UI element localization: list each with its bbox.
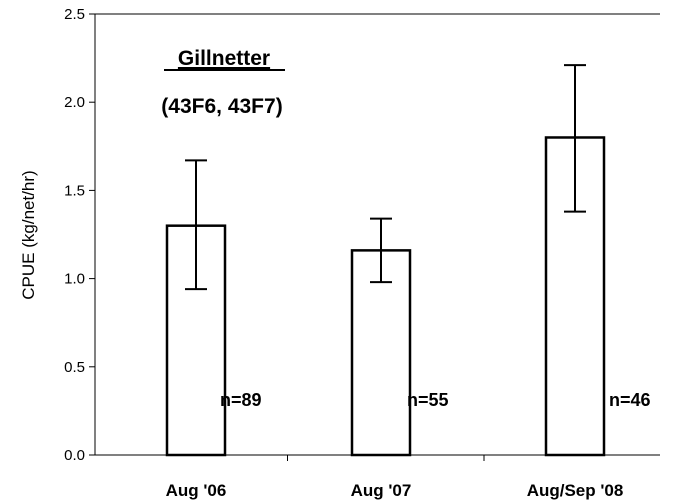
y-tick-label: 2.0	[64, 94, 85, 111]
sample-size-label: n=89	[220, 390, 262, 410]
labels: Aug '06 n=89 Aug '07 n=55 Aug/Sep '08 n=46	[166, 390, 651, 500]
y-tick-label: 2.5	[64, 6, 85, 23]
chart-subtitle: (43F6, 43F7)	[161, 95, 282, 118]
bar	[350, 249, 412, 457]
sample-size-label: n=55	[407, 390, 449, 410]
x-category-label: Aug '07	[351, 481, 412, 500]
y-axis-label: CPUE (kg/net/hr)	[19, 170, 38, 299]
y-tick-label: 0.5	[64, 359, 85, 376]
error-bars	[185, 64, 586, 291]
y-tick-label: 1.0	[64, 271, 85, 288]
y-tick-label: 1.5	[64, 182, 85, 199]
sample-size-label: n=46	[609, 390, 651, 410]
x-category-label: Aug '06	[166, 481, 227, 500]
y-tick-label: 0.0	[64, 447, 85, 464]
chart-title: Gillnetter	[178, 47, 270, 70]
x-category-label: Aug/Sep '08	[527, 481, 624, 500]
bars	[165, 136, 606, 457]
